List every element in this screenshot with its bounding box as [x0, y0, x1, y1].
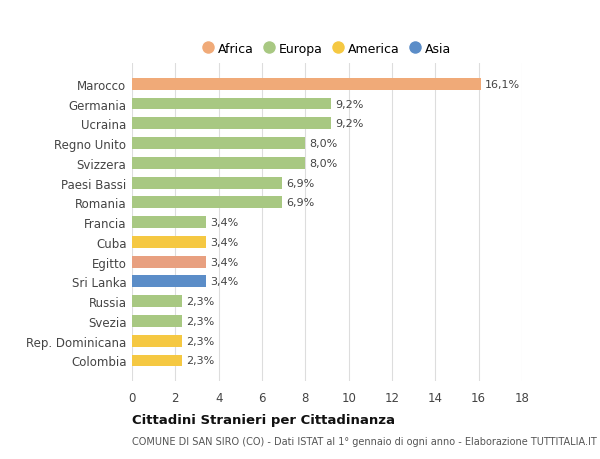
Bar — [132, 236, 206, 248]
Bar — [132, 118, 331, 130]
Bar — [132, 177, 281, 189]
Legend: Africa, Europa, America, Asia: Africa, Europa, America, Asia — [199, 39, 455, 59]
Bar — [132, 276, 206, 288]
Text: 3,4%: 3,4% — [210, 218, 238, 228]
Bar — [132, 197, 281, 209]
Text: 3,4%: 3,4% — [210, 277, 238, 287]
Text: Cittadini Stranieri per Cittadinanza: Cittadini Stranieri per Cittadinanza — [132, 413, 395, 426]
Bar — [132, 335, 182, 347]
Text: 16,1%: 16,1% — [485, 79, 520, 90]
Text: 8,0%: 8,0% — [310, 158, 338, 168]
Bar — [132, 355, 182, 367]
Text: 6,9%: 6,9% — [286, 178, 314, 188]
Bar — [132, 315, 182, 327]
Text: 2,3%: 2,3% — [186, 297, 214, 307]
Bar — [132, 296, 182, 308]
Text: 9,2%: 9,2% — [335, 99, 364, 109]
Text: 2,3%: 2,3% — [186, 356, 214, 366]
Text: 9,2%: 9,2% — [335, 119, 364, 129]
Text: 3,4%: 3,4% — [210, 237, 238, 247]
Bar — [132, 138, 305, 150]
Bar — [132, 98, 331, 110]
Text: 2,3%: 2,3% — [186, 316, 214, 326]
Bar — [132, 217, 206, 229]
Text: COMUNE DI SAN SIRO (CO) - Dati ISTAT al 1° gennaio di ogni anno - Elaborazione T: COMUNE DI SAN SIRO (CO) - Dati ISTAT al … — [132, 436, 597, 446]
Bar — [132, 256, 206, 268]
Text: 2,3%: 2,3% — [186, 336, 214, 346]
Text: 6,9%: 6,9% — [286, 198, 314, 208]
Bar — [132, 78, 481, 90]
Text: 3,4%: 3,4% — [210, 257, 238, 267]
Text: 8,0%: 8,0% — [310, 139, 338, 149]
Bar — [132, 157, 305, 169]
